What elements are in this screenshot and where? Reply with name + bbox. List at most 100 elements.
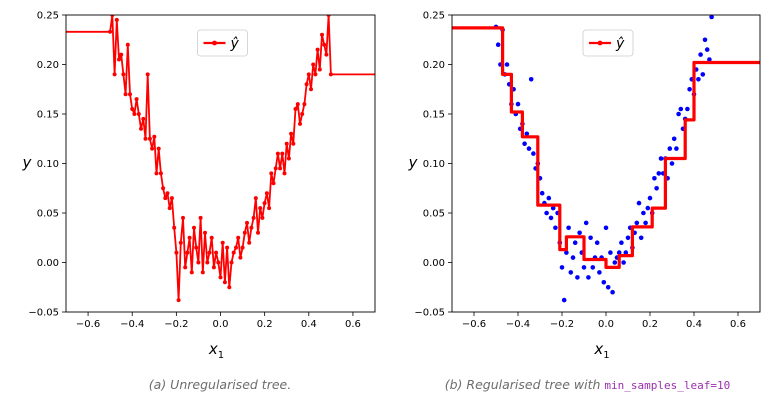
- data-point: [707, 57, 712, 62]
- prediction-marker: [262, 201, 267, 206]
- prediction-marker: [172, 225, 177, 230]
- data-point: [524, 131, 530, 137]
- data-point: [687, 87, 692, 92]
- prediction-marker: [309, 87, 313, 92]
- prediction-marker: [192, 225, 196, 230]
- prediction-marker: [249, 225, 254, 230]
- prediction-marker: [207, 250, 212, 255]
- x-axis-label-subscript: 1: [218, 350, 224, 361]
- prediction-marker: [176, 298, 181, 303]
- x-tick-label: 0.4: [686, 319, 702, 330]
- prediction-marker: [269, 171, 274, 176]
- y-tick-label: 0.20: [37, 60, 59, 71]
- prediction-marker: [258, 206, 263, 211]
- prediction-marker: [216, 260, 221, 265]
- prediction-marker: [158, 171, 163, 176]
- prediction-marker: [189, 270, 194, 275]
- right-caption: (b) Regularised tree with min_samples_le…: [405, 377, 770, 392]
- data-point: [605, 285, 611, 290]
- data-point: [634, 220, 640, 226]
- prediction-marker: [227, 285, 232, 290]
- data-point: [619, 240, 624, 245]
- prediction-marker: [280, 151, 285, 156]
- data-point: [696, 77, 701, 82]
- data-point: [623, 250, 629, 255]
- prediction-marker: [298, 121, 302, 126]
- plot-background: [66, 15, 375, 312]
- x-tick-label: −0.6: [462, 319, 486, 330]
- plot-area: [452, 15, 760, 303]
- prediction-marker: [163, 196, 168, 201]
- data-point: [577, 230, 582, 236]
- prediction-marker: [313, 72, 318, 77]
- prediction-marker: [108, 29, 113, 34]
- prediction-marker: [256, 230, 260, 235]
- prediction-marker: [132, 112, 137, 116]
- x-tick-label: −0.2: [164, 319, 188, 330]
- data-point: [548, 215, 554, 221]
- prediction-marker: [326, 15, 331, 17]
- data-point: [550, 205, 556, 211]
- y-tick-label: −0.05: [28, 308, 59, 319]
- prediction-marker: [271, 181, 276, 186]
- legend-label: ŷ: [230, 36, 240, 52]
- prediction-marker: [267, 206, 272, 211]
- data-point: [564, 250, 569, 255]
- prediction-marker: [282, 171, 287, 176]
- prediction-marker: [320, 32, 324, 37]
- data-point: [616, 250, 622, 255]
- prediction-marker: [110, 15, 115, 17]
- data-point: [667, 146, 673, 151]
- data-point: [608, 250, 613, 255]
- prediction-marker: [245, 220, 249, 225]
- prediction-marker: [114, 17, 119, 22]
- x-tick-label: 0.2: [642, 319, 658, 330]
- y-tick-label: 0.20: [423, 60, 445, 71]
- prediction-marker: [112, 72, 117, 77]
- data-point: [561, 297, 567, 303]
- data-point: [583, 220, 589, 226]
- data-point: [669, 161, 675, 166]
- data-point: [625, 235, 631, 241]
- prediction-marker: [152, 134, 157, 139]
- prediction-marker: [123, 92, 128, 97]
- x-axis-label-subscript: 1: [603, 350, 609, 361]
- right-caption-code: min_samples_leaf=10: [604, 379, 731, 392]
- data-point: [621, 260, 626, 265]
- x-tick-label: 0.4: [301, 319, 317, 330]
- prediction-marker: [185, 250, 190, 255]
- prediction-marker: [143, 136, 148, 141]
- prediction-marker: [225, 245, 230, 250]
- prediction-marker: [141, 116, 146, 121]
- legend-marker: [212, 40, 217, 46]
- data-point: [685, 106, 690, 112]
- data-point: [671, 136, 677, 142]
- prediction-marker: [130, 107, 135, 111]
- prediction-marker: [286, 156, 291, 161]
- y-tick-label: 0.05: [423, 209, 445, 220]
- data-point: [698, 52, 703, 57]
- y-tick-label: 0.15: [37, 110, 59, 121]
- data-point: [656, 171, 662, 176]
- prediction-marker: [200, 270, 205, 275]
- data-point: [612, 260, 618, 265]
- prediction-marker: [165, 191, 170, 196]
- y-tick-label: 0.25: [423, 11, 445, 22]
- prediction-marker: [209, 235, 214, 240]
- data-point: [553, 225, 558, 231]
- data-point: [568, 270, 574, 275]
- prediction-marker: [187, 235, 192, 240]
- data-point: [603, 225, 609, 231]
- prediction-marker: [275, 151, 280, 156]
- prediction-marker: [247, 240, 252, 245]
- prediction-marker: [324, 52, 329, 57]
- data-point: [654, 186, 659, 191]
- prediction-marker: [302, 102, 307, 107]
- x-tick-label: 0.2: [257, 319, 273, 330]
- y-tick-label: 0.10: [423, 159, 445, 170]
- data-point: [645, 205, 651, 211]
- y-tick-label: −0.05: [414, 308, 445, 319]
- legend: ŷ: [197, 29, 248, 57]
- prediction-marker: [139, 126, 143, 131]
